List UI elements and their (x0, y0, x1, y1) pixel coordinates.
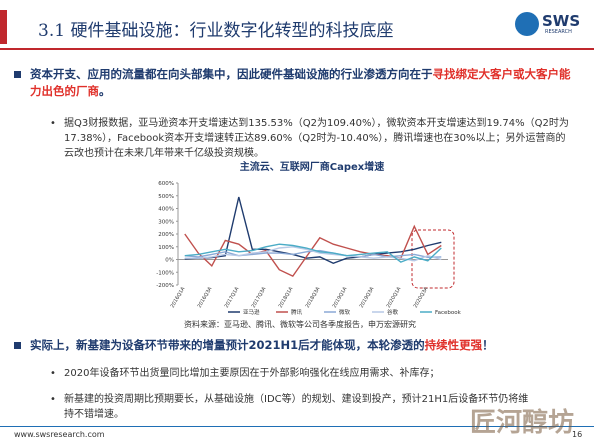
bullet: 资本开支、应用的流量都在向头部集中，因此硬件基础设施的行业渗透方向在于寻找绑定大… (30, 66, 578, 100)
text: 实际上，新基建为设备环节带来的增量预计2021H1后才能体现，本轮渗透的 (30, 338, 425, 352)
x-tick-label: 2016Q1A (170, 286, 187, 310)
y-tick-label: 600% (158, 181, 174, 187)
series-line (184, 243, 442, 263)
footer-url: www.swsresearch.com (14, 430, 105, 439)
source: 资料来源：亚马逊、腾讯、微软等公司各季度报告，申万宏源研究 (184, 319, 416, 329)
y-tick-label: 200% (158, 232, 174, 238)
x-tick-label: 2020Q3A (413, 286, 430, 310)
y-tick-label: 500% (158, 194, 174, 200)
sub-marker: • (50, 394, 56, 405)
y-tick-label: -100% (156, 270, 174, 276)
bullet-marker (14, 71, 21, 78)
title-bar (0, 10, 7, 44)
sub-marker: • (50, 368, 56, 379)
legend-label: 微软 (339, 308, 351, 316)
title: 3.1 硬件基础设施：行业数字化转型的科技底座 (38, 21, 394, 41)
header-rule (0, 48, 594, 50)
text: ！ (482, 338, 494, 352)
series-line (184, 196, 442, 265)
series-line (184, 246, 442, 262)
x-tick-label: 2016Q3A (197, 286, 214, 310)
legend-label: Facebook (435, 310, 462, 316)
legend-label: 亚马逊 (243, 308, 260, 316)
sub-bullet: 2020年设备环节出货量同比增加主要原因在于外部影响强化在线应用需求、补库存； (64, 368, 440, 379)
highlight: 持续性更强 (424, 338, 483, 352)
logo-sub: RESEARCH (545, 29, 572, 35)
bullet: 实际上，新基建为设备环节带来的增量预计2021H1后才能体现，本轮渗透的持续性更… (30, 337, 578, 354)
chart-title: 主流云、互联网厂商Capex增速 (240, 160, 384, 173)
legend-label: 腾讯 (291, 308, 303, 316)
x-tick-label: 2018Q3A (305, 286, 322, 310)
y-tick-label: -200% (156, 283, 174, 289)
footer-rule (0, 426, 594, 427)
page-number: 16 (572, 430, 583, 439)
y-tick-label: 0% (165, 258, 174, 264)
x-tick-label: 2017Q1A (224, 286, 241, 310)
watermark: 匠河醇坊 (470, 408, 575, 438)
legend-label: 谷歌 (387, 308, 399, 316)
text: 资本开支、应用的流量都在向头部集中，因此硬件基础设施的行业渗透方向在于 (30, 67, 433, 81)
y-tick-label: 400% (158, 207, 174, 213)
sub-marker: • (50, 118, 56, 129)
sub-bullet: 据Q3财报数据，亚马逊资本开支增速达到135.53%（Q2为109.40%），微… (64, 118, 569, 159)
sub-bullet: 新基建的投资周期比预期要长，从基础设施（IDC等）的规划、建设到投产，预计21H… (64, 394, 529, 420)
x-tick-label: 2018Q1A (278, 286, 295, 310)
y-tick-label: 300% (158, 219, 174, 225)
y-tick-label: 100% (158, 245, 174, 251)
x-tick-label: 2017Q3A (251, 286, 268, 310)
bullet-marker (14, 342, 21, 349)
x-tick-label: 2019Q3A (359, 286, 376, 310)
highlight: 寻找绑定大客户或大客户能力出色的厂商 (30, 67, 571, 98)
x-tick-label: 2020Q1A (386, 286, 403, 310)
x-tick-label: 2019Q1A (332, 286, 349, 310)
text: 。 (99, 84, 111, 98)
logo: SWS (542, 12, 581, 30)
logo-icon (515, 12, 539, 36)
